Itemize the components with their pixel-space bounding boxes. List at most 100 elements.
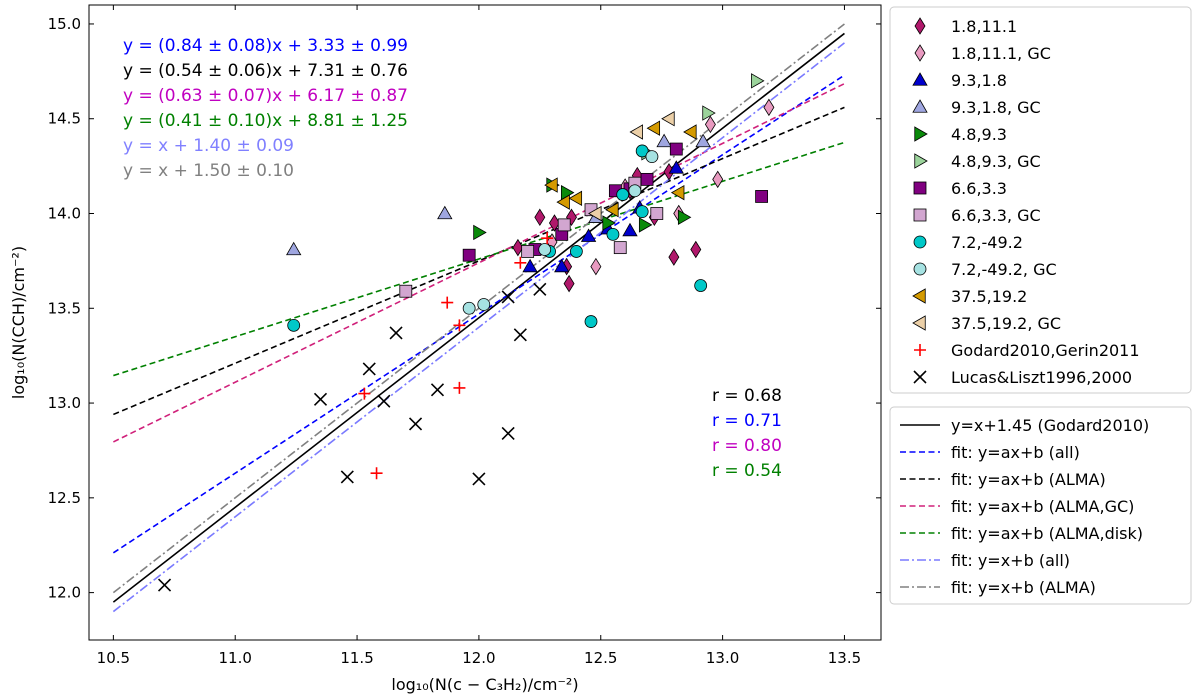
fit-line-0 [112,32,845,603]
legend-line-label: fit: y=ax+b (all) [951,443,1080,462]
legend-marker-label: 9.3,1.8, GC [951,98,1041,117]
data-point [521,245,535,258]
data-point [462,248,476,262]
annotations: y = (0.84 ± 0.08)x + 3.33 ± 0.99 y = (0.5… [123,36,782,481]
legend-marker-label: 6.6,3.3, GC [951,206,1041,225]
y-tick-label: 14.5 [48,110,81,128]
fit-lines [112,23,845,613]
data-point [462,301,476,315]
data-point [569,245,583,258]
legend-marker-icon [914,44,926,62]
data-point [514,256,527,269]
series-13 [157,282,547,592]
data-point [557,218,571,232]
data-point [751,73,765,89]
data-point [656,133,672,148]
equation-3: y = (0.41 ± 0.10)x + 8.81 ± 1.25 [123,111,408,131]
legend-marker-label: 9.3,1.8 [951,71,1007,90]
data-point [533,282,547,296]
legend-line-label: fit: y=ax+b (ALMA,disk) [951,524,1143,543]
legend-marker-icon [914,344,926,356]
data-point [628,184,642,198]
equation-1: y = (0.54 ± 0.06)x + 7.31 ± 0.76 [123,61,408,81]
y-tick-label: 15.0 [48,15,81,33]
data-point [580,228,597,242]
data-point [522,258,538,273]
series-9 [462,150,659,315]
legend-line-label: fit: y=x+b (all) [951,551,1070,570]
data-point [646,120,661,136]
legend-marker-label: 37.5,19.2 [951,287,1027,306]
series-11 [588,111,675,222]
data-point [645,150,659,164]
data-point [590,257,602,276]
data-point [613,241,627,255]
fit-line-5 [112,42,845,613]
legend-marker-label: 1.8,11.1, GC [951,44,1051,63]
data-point [554,258,570,273]
fit-line-4 [113,141,845,377]
legend-marker-label: 4.8,9.3 [951,125,1007,144]
data-point [453,381,466,394]
data-point [606,227,620,241]
correlation-1: r = 0.71 [712,411,782,431]
x-tick-label: 12.0 [462,649,495,667]
legend-marker-icon [912,288,926,304]
series-8 [287,144,708,332]
data-point [635,144,649,158]
data-point [695,133,711,148]
data-point [340,470,354,484]
data-point [430,383,445,397]
fit-line-2 [113,106,845,416]
y-axis-label: log₁₀(N(CCH)/cm⁻²) [9,246,28,399]
legend-marker-icon [914,17,926,35]
x-tick-label: 10.5 [97,649,130,667]
data-point [584,315,598,328]
data-point [544,177,558,193]
data-point [763,98,775,117]
data-point [568,190,583,207]
x-tick-label: 13.5 [828,649,861,667]
series-4 [473,177,692,241]
x-axis-label: log₁₀(N(c − C₃H₂)/cm⁻²) [391,675,578,694]
data-point [670,184,685,201]
legend-line-label: y=x+1.45 (Godard2010) [951,416,1149,435]
correlation-2: r = 0.80 [712,436,782,456]
legend-marker-icon [913,262,927,276]
data-point [538,243,552,256]
fit-line-3 [113,82,845,443]
data-point [437,205,453,220]
legend-marker-icon [914,153,928,169]
y-tick-label: 13.5 [48,299,81,317]
data-point [563,274,575,293]
x-tick-label: 13.0 [706,649,739,667]
data-point [677,209,692,225]
data-point [638,217,653,233]
legend-marker-icon [913,235,927,249]
data-point [629,124,643,140]
data-point [702,105,716,121]
legend-lines-box [889,406,1192,605]
legend-marker-icon [914,126,928,142]
legend-marker-label: 7.2,-49.2 [951,233,1023,252]
data-point [157,578,172,592]
data-point [541,232,554,245]
legend-line-label: fit: y=ax+b (ALMA) [951,470,1106,489]
data-point [588,205,602,222]
legend-marker-label: 7.2,-49.2, GC [951,260,1057,279]
data-point [622,222,638,237]
data-point [548,214,560,232]
data-point [453,319,466,332]
data-point [477,298,491,311]
legend-marker-icon [913,181,927,195]
correlation-0: r = 0.68 [712,386,782,406]
plot-frame [88,4,882,641]
data-point [362,362,376,376]
x-tick-label: 11.0 [219,649,252,667]
data-point [602,215,616,231]
legend-line-label: fit: y=ax+b (ALMA,GC) [951,497,1134,516]
y-tick-label: 13.0 [48,394,81,412]
data-point [704,115,716,134]
legend-marker-label: Godard2010,Gerin2011 [951,341,1140,360]
